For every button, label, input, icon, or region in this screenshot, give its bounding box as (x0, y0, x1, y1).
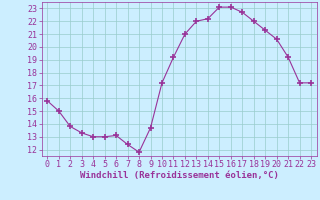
X-axis label: Windchill (Refroidissement éolien,°C): Windchill (Refroidissement éolien,°C) (80, 171, 279, 180)
